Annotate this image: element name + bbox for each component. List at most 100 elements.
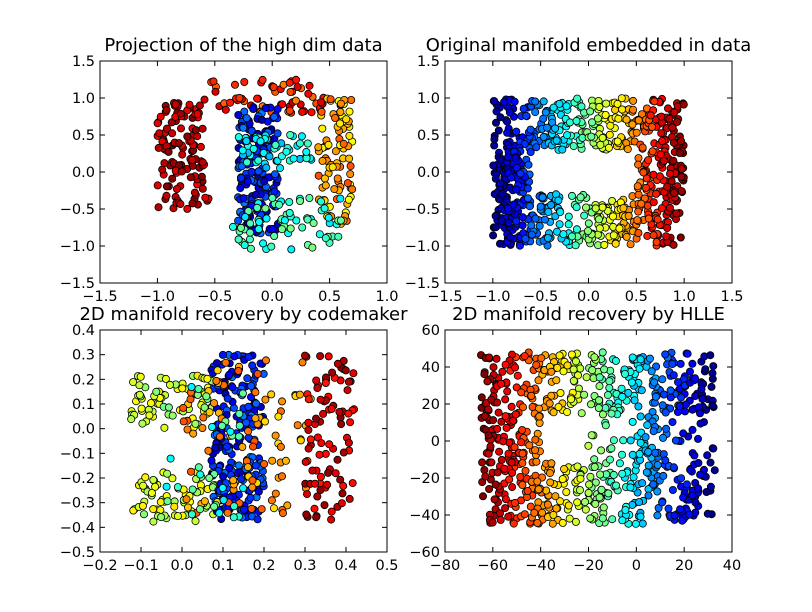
data-point <box>638 143 647 152</box>
data-point <box>658 498 667 507</box>
data-point <box>668 485 677 494</box>
data-point <box>200 95 209 104</box>
data-point <box>337 499 346 508</box>
data-point <box>187 510 196 519</box>
axes-frame <box>444 60 733 284</box>
data-point <box>490 495 499 504</box>
data-point <box>533 519 542 528</box>
data-point <box>260 177 269 186</box>
data-point <box>198 158 207 167</box>
data-point <box>504 218 513 227</box>
data-point <box>670 188 679 197</box>
data-point <box>628 120 637 129</box>
data-point <box>491 223 500 232</box>
data-point <box>567 350 576 359</box>
data-point <box>309 219 318 228</box>
data-point <box>494 408 503 417</box>
data-point <box>618 105 627 114</box>
data-point <box>513 371 522 380</box>
data-point <box>218 421 227 430</box>
data-point <box>619 436 628 445</box>
data-point <box>345 107 354 116</box>
x-tick-label: 0.0 <box>261 289 284 305</box>
data-point <box>326 95 335 104</box>
data-point <box>576 364 585 373</box>
data-point <box>566 118 575 127</box>
data-point <box>138 419 147 428</box>
data-point <box>519 403 528 412</box>
data-point <box>248 483 257 492</box>
data-point <box>669 138 678 147</box>
data-point <box>178 384 187 393</box>
data-point <box>602 99 611 108</box>
x-tick-label: −1.5 <box>427 289 462 305</box>
data-point <box>157 513 166 522</box>
data-point <box>219 495 228 504</box>
data-point <box>703 451 712 460</box>
data-point <box>665 203 674 212</box>
data-point <box>667 177 676 186</box>
data-point <box>499 98 508 107</box>
data-point <box>316 197 325 206</box>
x-tick-label: −1.5 <box>82 289 117 305</box>
y-tick-label: −0.5 <box>60 545 95 561</box>
data-point <box>493 424 502 433</box>
data-point <box>623 145 632 154</box>
data-point <box>183 425 192 434</box>
data-point <box>708 401 717 410</box>
data-point <box>168 474 177 483</box>
data-point <box>489 231 498 240</box>
data-point <box>666 169 675 178</box>
data-point <box>558 475 567 484</box>
data-point <box>235 93 244 102</box>
y-tick-label: 1.5 <box>72 54 95 70</box>
data-point <box>492 354 501 363</box>
data-point <box>239 194 248 203</box>
data-point <box>613 99 622 108</box>
data-point <box>525 202 534 211</box>
data-point <box>641 433 650 442</box>
data-point <box>662 424 671 433</box>
data-point <box>137 404 146 413</box>
data-point <box>275 164 284 173</box>
data-point <box>559 230 568 239</box>
data-point <box>598 133 607 142</box>
data-point <box>688 359 697 368</box>
data-point <box>244 402 253 411</box>
data-point <box>552 136 561 145</box>
data-point <box>543 233 552 242</box>
data-point <box>236 184 245 193</box>
data-point <box>339 448 348 457</box>
data-point <box>246 244 255 253</box>
data-point <box>673 118 682 127</box>
data-point <box>512 127 521 136</box>
y-tick-label: 0.0 <box>72 422 95 438</box>
data-point <box>686 367 695 376</box>
data-point <box>267 390 276 399</box>
y-tick-label: 0.0 <box>417 165 440 181</box>
chart-title: Projection of the high dim data <box>104 35 382 56</box>
data-point <box>489 416 498 425</box>
data-point <box>242 114 251 123</box>
data-point <box>160 423 169 432</box>
data-point <box>477 393 486 402</box>
y-tick-label: 0 <box>431 434 440 450</box>
data-point <box>298 223 307 232</box>
data-point <box>630 396 639 405</box>
data-point <box>618 392 627 401</box>
data-point <box>328 163 337 172</box>
data-point <box>293 421 302 430</box>
data-point <box>239 484 248 493</box>
data-point <box>593 114 602 123</box>
data-point <box>580 211 589 220</box>
data-point <box>576 193 585 202</box>
data-point <box>531 435 540 444</box>
data-point <box>238 146 247 155</box>
data-point <box>239 505 248 514</box>
data-point <box>344 438 353 447</box>
data-point <box>535 221 544 230</box>
x-tick-label: −0.5 <box>523 289 558 305</box>
data-point <box>267 496 276 505</box>
data-point <box>183 503 192 512</box>
panel-projection: Projection of the high dim data −1.5 −1.0 −… <box>60 35 399 305</box>
